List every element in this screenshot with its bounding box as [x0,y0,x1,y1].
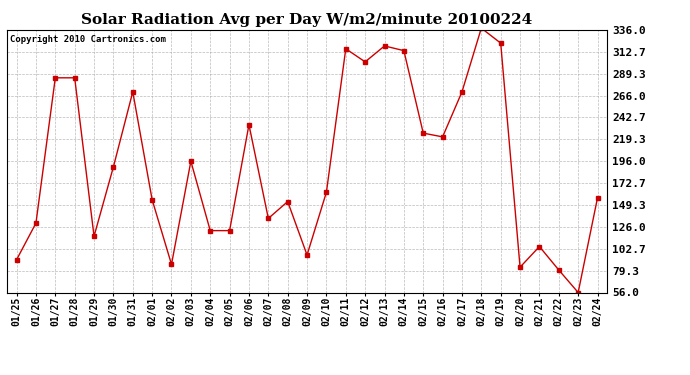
Text: Copyright 2010 Cartronics.com: Copyright 2010 Cartronics.com [10,35,166,44]
Title: Solar Radiation Avg per Day W/m2/minute 20100224: Solar Radiation Avg per Day W/m2/minute … [81,13,533,27]
